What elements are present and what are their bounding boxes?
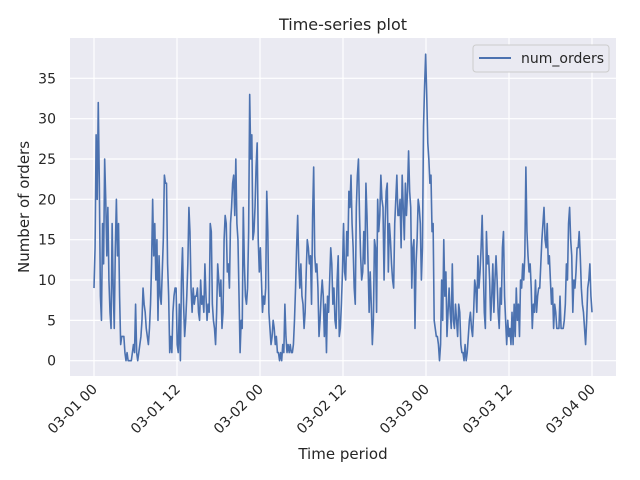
legend: num_orders [472,44,610,73]
y-tick-label: 15 [38,233,56,249]
legend-box [472,44,610,73]
y-tick-label: 30 [38,112,56,128]
y-tick-label: 20 [38,192,56,208]
y-tick-label: 5 [47,313,56,329]
y-tick-label: 35 [38,71,56,87]
y-tick-label: 0 [47,354,56,370]
y-axis-label: Number of orders [15,141,33,273]
series-line-num-orders [93,53,593,362]
y-tick-label: 25 [38,152,56,168]
chart-title: Time-series plot [278,15,407,34]
y-tick-label: 10 [38,273,56,289]
x-axis-label: Time period [297,445,387,463]
legend-label-num-orders: num_orders [521,51,604,67]
series-layer [93,53,593,362]
